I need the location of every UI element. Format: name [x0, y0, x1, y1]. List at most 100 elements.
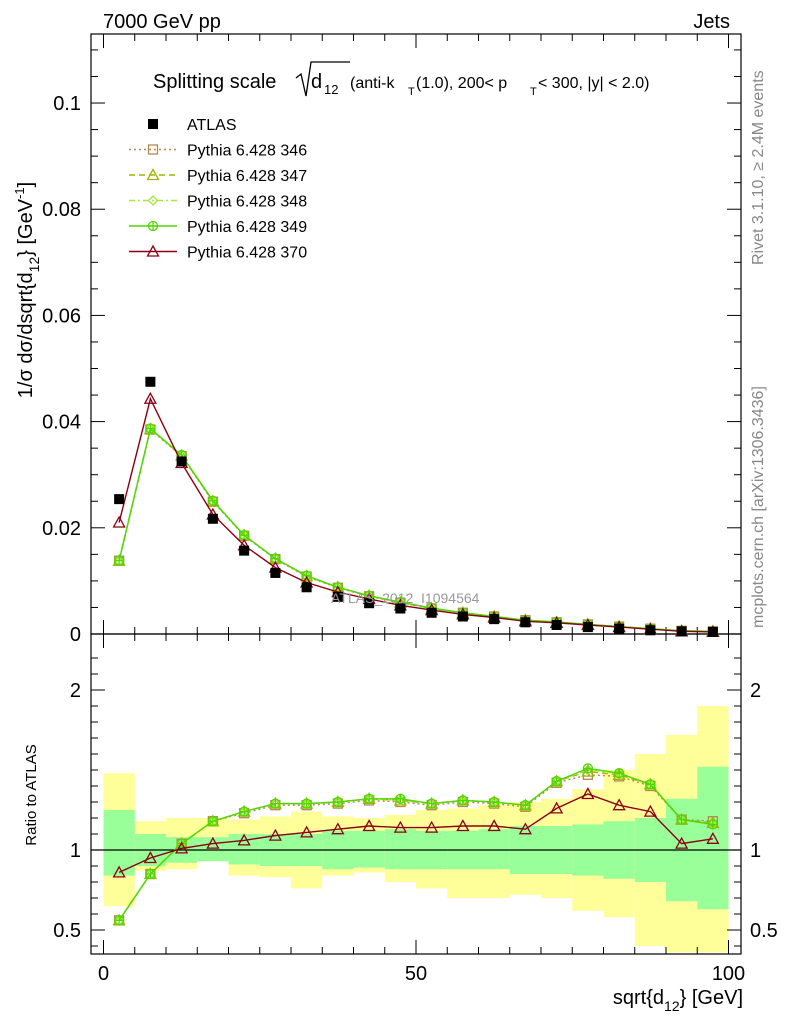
legend-label: Pythia 6.428 347	[187, 168, 307, 185]
ylabel-a: 1/σ dσ/dsqrt{d	[15, 272, 37, 398]
legend-label: Pythia 6.428 348	[187, 194, 307, 211]
data-point	[114, 494, 125, 505]
data-point-cross	[333, 797, 343, 807]
data-point	[550, 801, 564, 814]
x-axis-label: sqrt{d12} [GeV]	[613, 987, 743, 1014]
sqrt-symbol	[295, 61, 350, 97]
ratio-y-tick-label-right: 1	[750, 840, 761, 862]
title-d: d	[311, 71, 322, 93]
data-point	[393, 820, 407, 833]
ylabel-sup: -1	[12, 187, 27, 199]
data-point	[520, 617, 531, 628]
data-point	[487, 819, 501, 832]
watermark: ATLAS_2012_I1094564	[331, 590, 480, 606]
data-point-cross	[520, 800, 530, 810]
xlabel-b: } [GeV]	[680, 987, 743, 1009]
data-point	[425, 820, 439, 833]
data-point-cross	[239, 530, 249, 540]
data-point	[147, 144, 159, 155]
legend-entry: Pythia 6.428 347	[129, 168, 307, 185]
data-point	[112, 865, 126, 878]
ratio-y-tick-label-right: 0.5	[750, 920, 778, 942]
mcplots-label: mcplots.cern.ch [arXiv:1306.3436]	[750, 386, 767, 628]
legend-entry: Pythia 6.428 349	[129, 219, 307, 236]
data-point	[112, 515, 126, 528]
data-point-cross	[552, 776, 562, 786]
title-12: 12	[324, 82, 338, 97]
data-point	[331, 822, 345, 835]
data-point-cross	[614, 768, 624, 778]
legend-label: Pythia 6.428 346	[187, 143, 307, 160]
data-point	[489, 614, 500, 625]
data-point	[300, 825, 314, 838]
y-axis-label-ratio: Ratio to ATLAS	[23, 744, 40, 845]
data-point	[145, 376, 156, 387]
legend-label: Pythia 6.428 370	[187, 245, 307, 262]
data-point	[143, 851, 157, 864]
data-point	[362, 819, 376, 832]
series-ratio-3	[113, 763, 719, 926]
data-point	[146, 168, 160, 181]
data-point-cross	[458, 795, 468, 805]
data-point-cross	[145, 424, 155, 434]
band-inner-bin	[384, 829, 416, 870]
header-right: Jets	[693, 11, 730, 33]
data-point	[706, 831, 720, 844]
top-panel-series	[112, 376, 720, 638]
title-sub-t: T	[408, 86, 415, 98]
data-point-cross	[239, 807, 249, 817]
data-point	[206, 836, 220, 849]
data-point-cross	[114, 915, 124, 925]
series-line	[118, 774, 713, 921]
legend-label: ATLAS	[187, 117, 237, 134]
atlas-data-points	[114, 376, 718, 637]
legend-entry: Pythia 6.428 348	[129, 194, 307, 211]
header-left: 7000 GeV pp	[103, 11, 221, 33]
series-ratio-4	[112, 787, 720, 878]
title-sub-t2: T	[530, 86, 537, 98]
legend-entry: ATLAS	[148, 117, 237, 134]
title-suffix-c: < 300, |y| < 2.0)	[538, 75, 650, 92]
legend-entry: Pythia 6.428 346	[129, 143, 307, 160]
data-point	[268, 828, 282, 841]
data-point	[614, 623, 625, 634]
data-point-cross	[364, 794, 374, 804]
data-point-cross	[114, 556, 124, 566]
xlabel-sub: 12	[664, 998, 680, 1014]
ylabel-sub: 12	[26, 257, 42, 273]
data-point	[612, 798, 626, 811]
data-point-cross	[208, 496, 218, 506]
data-point-cross	[145, 869, 155, 879]
x-tick-label: 100	[712, 963, 745, 985]
data-point	[645, 625, 656, 636]
data-point	[456, 819, 470, 832]
ratio-bands	[103, 706, 729, 953]
ylabel-b: } [GeV	[15, 198, 37, 256]
legend-entry: Pythia 6.428 370	[129, 245, 307, 262]
title-prefix: Splitting scale	[153, 71, 276, 93]
data-point	[364, 598, 375, 609]
data-point	[395, 603, 406, 614]
data-point-cross	[489, 797, 499, 807]
xlabel-a: sqrt{d	[613, 987, 664, 1009]
data-point	[176, 456, 187, 467]
data-point-cross	[148, 221, 158, 231]
data-point	[457, 611, 468, 622]
x-tick-label: 50	[405, 963, 427, 985]
data-point-cross	[270, 799, 280, 809]
title-suffix-b: (1.0), 200< p	[416, 75, 507, 92]
series-line	[118, 767, 714, 921]
band-inner-bin	[697, 766, 729, 910]
ratio-y-tick-label-left: 2	[70, 680, 81, 702]
axis-ticks: 00.020.040.060.080.10.5 0.51 12 20 50 100	[42, 34, 778, 985]
title-suffix-a: (anti-k	[350, 75, 395, 92]
legend-label: Pythia 6.428 349	[187, 219, 307, 236]
svg-text:1/σ dσ/dsqrt{d12} [GeV-1]: 1/σ dσ/dsqrt{d12} [GeV-1]	[12, 182, 42, 398]
data-point	[676, 626, 687, 637]
data-point	[301, 582, 312, 593]
band-inner-bin	[353, 830, 385, 868]
ratio-y-tick-label-left: 0.5	[53, 920, 81, 942]
data-point-cross	[302, 799, 312, 809]
top-y-tick-label: 0.08	[42, 199, 81, 221]
top-y-tick-label: 0	[70, 624, 81, 646]
